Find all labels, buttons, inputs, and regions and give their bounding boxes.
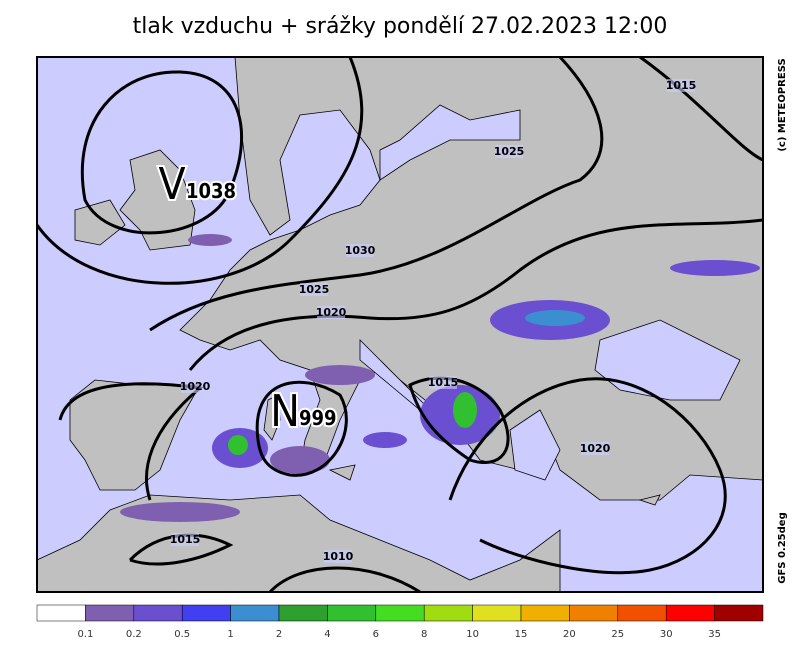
precipitation bbox=[120, 234, 760, 522]
legend-label: 20 bbox=[563, 629, 576, 640]
legend-label: 0.5 bbox=[174, 629, 190, 640]
legend-label: 25 bbox=[611, 629, 624, 640]
isobar bbox=[128, 533, 234, 566]
isobar-label-bg bbox=[317, 306, 345, 319]
legend-swatch bbox=[230, 604, 280, 622]
pressure-center-letter: V bbox=[158, 159, 185, 210]
isobar-label-bg bbox=[324, 550, 352, 563]
credit: (c) METEOPRESS bbox=[777, 58, 788, 151]
legend-swatch bbox=[181, 604, 231, 622]
isobar-label: 1020 bbox=[580, 442, 611, 455]
pressure-center-letter: N bbox=[270, 386, 300, 437]
isobar bbox=[35, 56, 364, 285]
legend-swatch bbox=[472, 604, 522, 622]
isobar bbox=[408, 376, 510, 465]
isobar-label: 1020 bbox=[180, 380, 211, 393]
isobar-label-bg bbox=[171, 533, 199, 546]
isobar-label: 1015 bbox=[428, 376, 459, 389]
isobar bbox=[639, 55, 764, 162]
isobar-label-bg bbox=[300, 283, 328, 296]
legend-swatch bbox=[85, 604, 135, 622]
legend-label: 8 bbox=[421, 629, 427, 640]
isobar-label-bg bbox=[581, 442, 609, 455]
legend-label: 1 bbox=[227, 629, 233, 640]
legend-swatch bbox=[36, 604, 86, 622]
legend-label: 10 bbox=[466, 629, 479, 640]
isobar-label: 1020 bbox=[316, 306, 347, 319]
isobar-label: 1030 bbox=[345, 244, 376, 257]
legend-swatch bbox=[133, 604, 183, 622]
legend-label: 0.2 bbox=[126, 629, 142, 640]
inland-seas bbox=[359, 104, 741, 481]
legend-swatch bbox=[375, 604, 425, 622]
precip-area bbox=[305, 365, 375, 385]
precip-area bbox=[270, 446, 330, 474]
map-title: tlak vzduchu + srážky pondělí 27.02.2023… bbox=[133, 14, 668, 39]
map-frame bbox=[36, 56, 764, 593]
legend-swatch bbox=[423, 604, 473, 622]
map-labels: 1015 1025 1030 1025 1020 1020 1015 1020 1015 1010… bbox=[156, 79, 697, 563]
precip-area bbox=[453, 392, 477, 428]
isobar-label-bg bbox=[181, 380, 209, 393]
legend: 0.1 0.2 0.5 1 2 4 6 8 10 15 20 25 30 35 bbox=[36, 604, 764, 640]
legend-label: 2 bbox=[276, 629, 282, 640]
legend-swatch bbox=[520, 604, 570, 622]
legend-label: 0.1 bbox=[77, 629, 93, 640]
map: 1015 1025 1030 1025 1020 1020 1015 1020 1015 1010… bbox=[35, 55, 764, 594]
isobar bbox=[268, 566, 421, 594]
legend-swatch bbox=[569, 604, 619, 622]
legend-swatch bbox=[278, 604, 328, 622]
isobar bbox=[255, 380, 348, 477]
isobar-label-bg bbox=[429, 376, 457, 389]
isobar-label-bg bbox=[495, 145, 523, 158]
precip-area bbox=[120, 502, 240, 522]
isobar bbox=[80, 70, 244, 235]
isobar bbox=[149, 55, 604, 332]
precip-area bbox=[228, 435, 248, 455]
isobar-label: 1010 bbox=[323, 550, 354, 563]
isobar bbox=[188, 218, 764, 371]
pressure-center-value: 1038 bbox=[186, 179, 236, 203]
isobar-label: 1025 bbox=[299, 283, 330, 296]
legend-label: 30 bbox=[660, 629, 673, 640]
isobar-label-bg bbox=[667, 79, 695, 92]
precip-area bbox=[363, 432, 407, 448]
legend-swatch bbox=[617, 604, 667, 622]
legend-label: 35 bbox=[708, 629, 721, 640]
pressure-center-value: 999 bbox=[299, 406, 337, 430]
legend-swatch bbox=[665, 604, 715, 622]
precip-area bbox=[188, 234, 232, 246]
legend-swatch bbox=[327, 604, 377, 622]
isobar-label-bg bbox=[346, 244, 374, 257]
isobar-label: 1015 bbox=[170, 533, 201, 546]
model-name: GFS 0.25deg bbox=[777, 512, 788, 584]
precip-area bbox=[670, 260, 760, 276]
precip-area bbox=[525, 310, 585, 326]
legend-swatch bbox=[714, 604, 764, 622]
isobar-label: 1015 bbox=[666, 79, 697, 92]
isobar-label: 1025 bbox=[494, 145, 525, 158]
legend-label: 6 bbox=[373, 629, 379, 640]
legend-label: 4 bbox=[324, 629, 330, 640]
isobar bbox=[448, 377, 727, 575]
legend-label: 15 bbox=[515, 629, 528, 640]
